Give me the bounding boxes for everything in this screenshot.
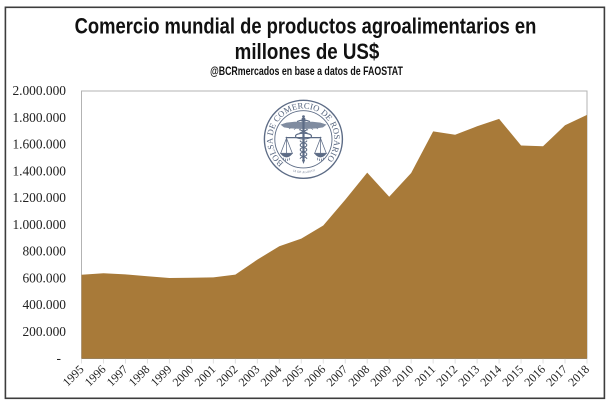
svg-text:1.000.000: 1.000.000 <box>12 217 66 232</box>
svg-text:200.000: 200.000 <box>22 324 66 339</box>
svg-text:millones de US$: millones de US$ <box>235 41 380 65</box>
svg-text:600.000: 600.000 <box>22 270 66 285</box>
svg-text:400.000: 400.000 <box>22 297 66 312</box>
svg-text:800.000: 800.000 <box>22 244 66 259</box>
svg-text:2.000.000: 2.000.000 <box>12 83 66 98</box>
svg-text:1.800.000: 1.800.000 <box>12 110 66 125</box>
svg-text:1.200.000: 1.200.000 <box>12 190 66 205</box>
svg-text:1.600.000: 1.600.000 <box>12 137 66 152</box>
svg-text:Comercio mundial de productos: Comercio mundial de productos agroalimen… <box>75 15 537 39</box>
svg-text:@BCRmercados en base a datos d: @BCRmercados en base a datos de FAOSTAT <box>210 65 403 79</box>
svg-text:-: - <box>57 351 61 366</box>
svg-text:1.400.000: 1.400.000 <box>12 163 66 178</box>
